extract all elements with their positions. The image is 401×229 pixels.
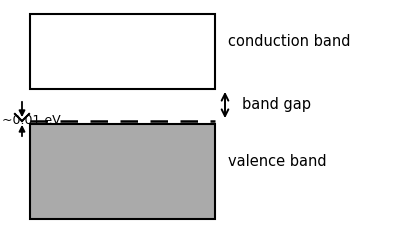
Bar — [30, 14, 215, 89]
Text: ~0.01 eV: ~0.01 eV — [2, 114, 61, 128]
Text: band gap: band gap — [241, 96, 310, 112]
Bar — [30, 124, 215, 219]
Text: valence band: valence band — [227, 153, 326, 169]
Text: conduction band: conduction band — [227, 35, 350, 49]
